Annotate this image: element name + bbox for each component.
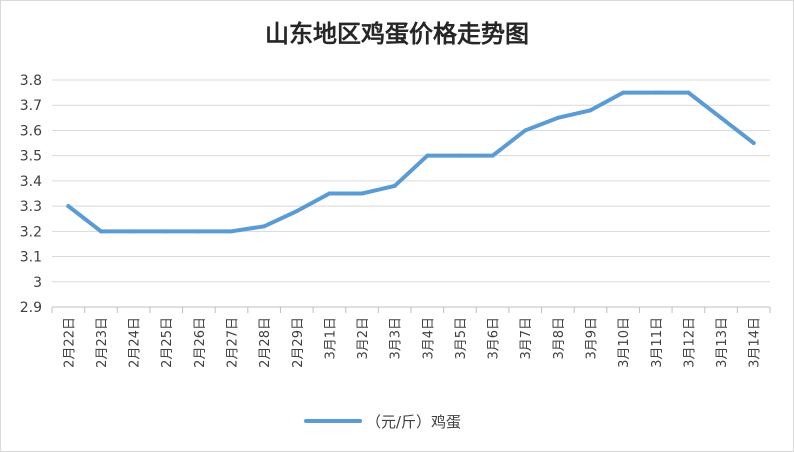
- x-tick-label: 3月7日: [519, 317, 534, 360]
- x-tick-label: 2月24日: [128, 317, 143, 368]
- x-tick-label: 3月4日: [421, 317, 436, 360]
- data-point: [425, 153, 430, 158]
- y-tick-label: 3.4: [20, 174, 42, 190]
- y-tick-label: 3.3: [20, 199, 42, 215]
- x-tick-label: 2月22日: [62, 317, 77, 368]
- legend: （元/斤）鸡蛋: [304, 413, 461, 431]
- y-tick-label: 3: [33, 275, 42, 291]
- y-axis-ticks: 2.9 3 3.1 3.2 3.3 3.4 3.5 3.6 3.7 3.8: [20, 73, 42, 316]
- x-tick-label: 2月25日: [160, 317, 175, 368]
- y-tick-label: 3.5: [20, 149, 42, 165]
- x-tick-label: 2月29日: [291, 317, 306, 368]
- x-tick-label: 3月1日: [323, 317, 338, 360]
- data-point: [621, 90, 626, 95]
- x-tick-label: 3月10日: [617, 317, 632, 368]
- y-tick-label: 3.2: [20, 224, 42, 240]
- data-point: [294, 209, 299, 214]
- data-point: [392, 183, 397, 188]
- x-tick-label: 3月3日: [389, 317, 404, 360]
- chart-title: 山东地区鸡蛋价格走势图: [265, 19, 529, 48]
- gridlines: [52, 79, 770, 308]
- x-tick-label: 2月26日: [193, 317, 208, 368]
- data-point: [196, 229, 201, 234]
- data-point: [751, 141, 756, 146]
- y-tick-label: 3.6: [20, 123, 42, 139]
- x-axis-ticks: 2月22日 2月23日 2月24日 2月25日 2月26日 2月27日 2月28日 2月29日…: [62, 317, 762, 368]
- data-point: [66, 204, 71, 209]
- data-point: [164, 229, 169, 234]
- data-point: [131, 229, 136, 234]
- y-tick-label: 3.8: [20, 73, 42, 89]
- data-point: [229, 229, 234, 234]
- x-tick-label: 3月6日: [487, 317, 502, 360]
- x-tick-label: 3月13日: [715, 317, 730, 368]
- data-point: [457, 153, 462, 158]
- data-point: [653, 90, 658, 95]
- x-tick-label: 3月14日: [748, 317, 763, 368]
- x-tick-label: 2月28日: [258, 317, 273, 368]
- data-point: [588, 108, 593, 113]
- data-point: [719, 115, 724, 120]
- x-tick-label: 2月23日: [95, 317, 110, 368]
- series-lines: [66, 90, 756, 234]
- data-point: [98, 229, 103, 234]
- legend-label: （元/斤）鸡蛋: [366, 413, 461, 431]
- x-axis: [51, 306, 771, 313]
- data-point: [555, 115, 560, 120]
- x-tick-label: 3月2日: [356, 317, 371, 360]
- data-point: [360, 191, 365, 196]
- x-tick-label: 3月8日: [552, 317, 567, 360]
- data-point: [490, 153, 495, 158]
- y-tick-label: 3.1: [20, 250, 42, 266]
- y-tick-label: 2.9: [20, 300, 42, 316]
- x-tick-label: 3月9日: [585, 317, 600, 360]
- data-point: [686, 90, 691, 95]
- series-line: [66, 90, 756, 234]
- y-tick-label: 3.7: [20, 98, 42, 114]
- x-tick-label: 3月5日: [454, 317, 469, 360]
- data-point: [327, 191, 332, 196]
- x-tick-label: 3月12日: [682, 317, 697, 368]
- x-tick-label: 3月11日: [650, 317, 665, 368]
- x-tick-label: 2月27日: [226, 317, 241, 368]
- data-point: [262, 224, 267, 229]
- data-point: [523, 128, 528, 133]
